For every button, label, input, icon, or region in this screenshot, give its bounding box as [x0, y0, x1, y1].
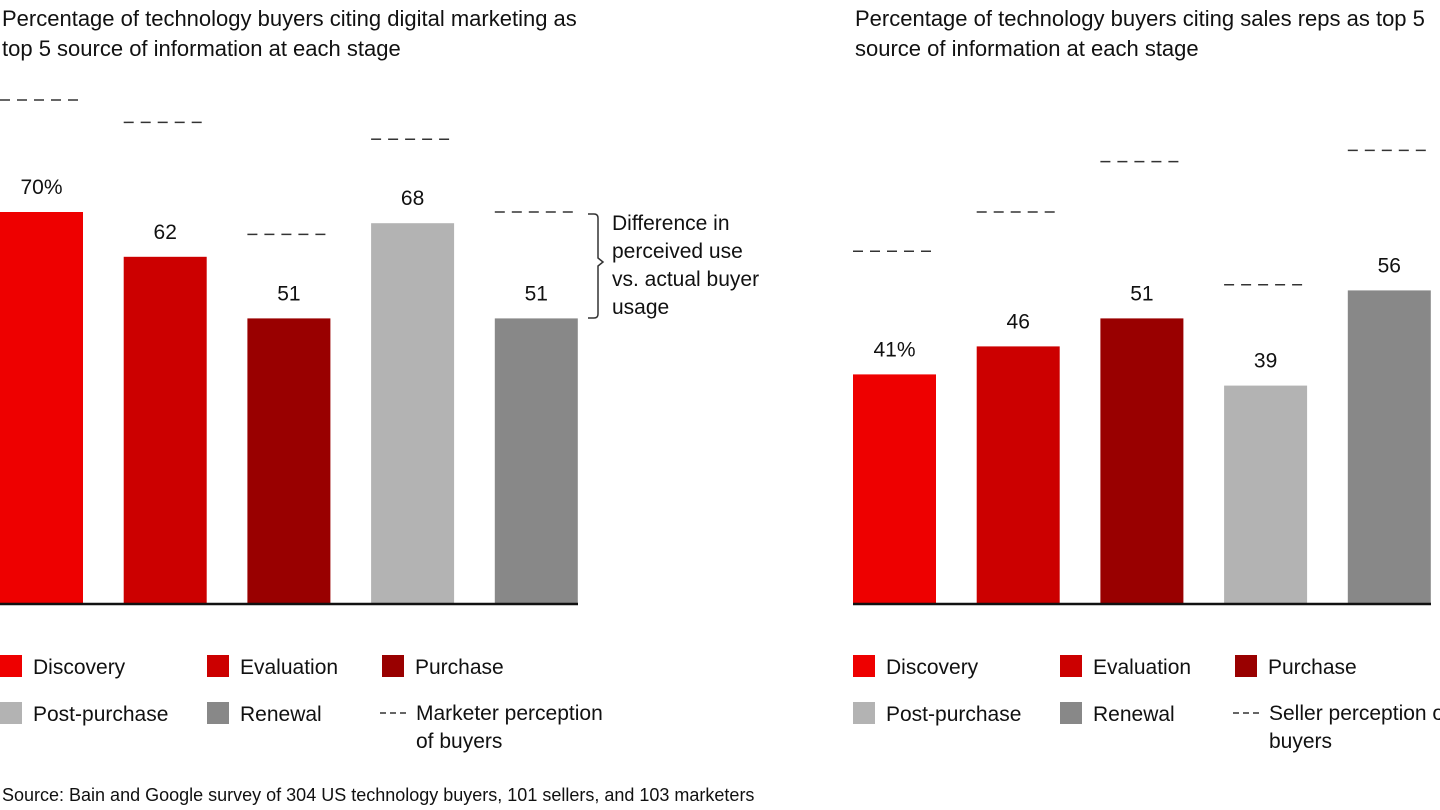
bracket: [588, 213, 605, 319]
legend-swatch: [207, 655, 229, 677]
legend-label: Purchase: [1268, 656, 1357, 679]
value-label: 51: [277, 282, 300, 305]
legend-swatch: [0, 702, 22, 724]
legend-label: Seller perception of buyers: [1269, 702, 1440, 753]
value-label: 68: [401, 187, 424, 210]
value-label: 46: [1007, 310, 1030, 333]
legend-label: Marketer perception of buyers: [416, 702, 603, 753]
legend-label: Renewal: [240, 703, 322, 726]
chart-title: Percentage of technology buyers citing d…: [2, 6, 577, 61]
chart-title: Percentage of technology buyers citing s…: [855, 6, 1425, 61]
value-label: 51: [1130, 282, 1153, 305]
legend-label: Discovery: [886, 656, 979, 679]
annotation: Difference in perceived use vs. actual b…: [612, 212, 760, 319]
bar: [976, 346, 1060, 604]
legend-swatch: [207, 702, 229, 724]
legend-label: Renewal: [1093, 703, 1175, 726]
value-label: 70%: [20, 176, 62, 199]
legend-swatch: [1060, 702, 1082, 724]
bar: [371, 223, 455, 604]
legend-label: Evaluation: [240, 656, 338, 679]
legend-swatch: [1060, 655, 1082, 677]
value-label: 51: [525, 282, 548, 305]
legend-label: Post-purchase: [886, 703, 1021, 726]
bar: [494, 318, 578, 604]
value-label: 41%: [873, 338, 915, 361]
bar: [123, 256, 207, 604]
legend-label: Purchase: [415, 656, 504, 679]
legend-swatch: [1235, 655, 1257, 677]
bar: [1100, 318, 1184, 604]
value-label: 56: [1378, 254, 1401, 277]
bar: [1347, 290, 1431, 604]
bar: [0, 212, 83, 604]
legend-label: Discovery: [33, 656, 126, 679]
bar: [1224, 385, 1308, 604]
value-label: 39: [1254, 350, 1277, 373]
legend-swatch: [853, 702, 875, 724]
legend-label: Post-purchase: [33, 703, 168, 726]
source: Source: Bain and Google survey of 304 US…: [2, 785, 755, 805]
bar: [853, 374, 936, 604]
bar: [247, 318, 331, 604]
legend-swatch: [0, 655, 22, 677]
legend-label: Evaluation: [1093, 656, 1191, 679]
value-label: 62: [154, 221, 177, 244]
legend-swatch: [853, 655, 875, 677]
legend-swatch: [382, 655, 404, 677]
